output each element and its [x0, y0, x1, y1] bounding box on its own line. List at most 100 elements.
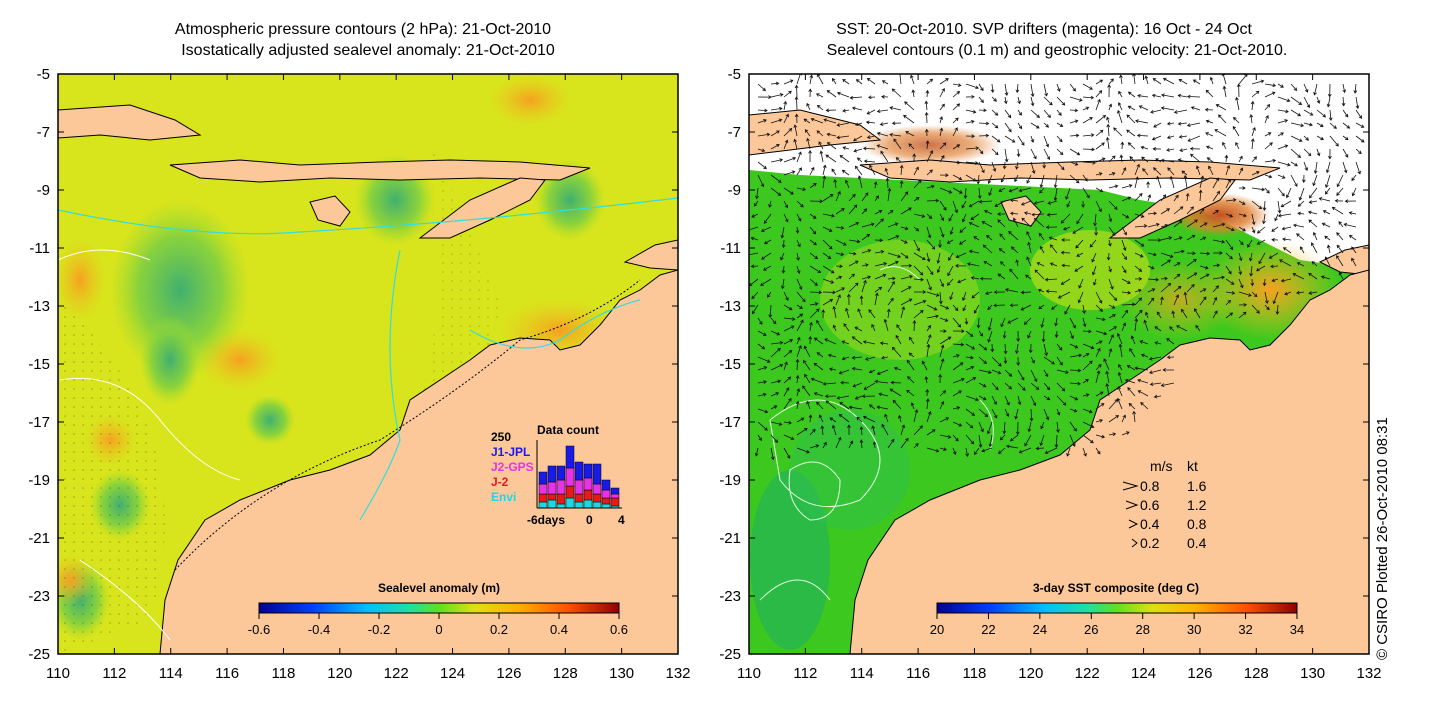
- velocity-arrow: [952, 200, 959, 214]
- velocity-arrow: [809, 308, 820, 319]
- velocity-arrow: [1053, 174, 1058, 189]
- velocity-arrow: [874, 195, 879, 202]
- velocity-arrow: [970, 276, 980, 280]
- velocity-arrow: [1151, 135, 1162, 141]
- velocity-arrow: [1018, 447, 1032, 454]
- velocity-arrow: [898, 414, 902, 423]
- velocity-arrow: [1121, 167, 1127, 176]
- velocity-arrow: [1282, 237, 1292, 242]
- velocity-arrow: [1056, 109, 1062, 116]
- velocity-arrow: [997, 219, 1006, 228]
- velocity-arrow: [783, 139, 789, 150]
- velocity-arrow: [890, 380, 902, 385]
- velocity-arrow: [1121, 196, 1132, 202]
- velocity-arrow: [1048, 236, 1058, 241]
- velocity-arrow: [947, 265, 954, 277]
- right-colorbar-ramp: [936, 602, 1298, 614]
- velocity-arrow: [978, 421, 984, 433]
- velocity-arrow: [991, 382, 999, 391]
- velocity-arrow: [1069, 317, 1076, 329]
- velocity-arrow: [1127, 387, 1136, 397]
- right-lon-tick-label: 132: [1356, 665, 1381, 682]
- velocity-arrow: [952, 390, 962, 397]
- left-anomaly-low-west: [110, 200, 250, 380]
- velocity-arrow: [874, 273, 887, 280]
- velocity-arrow: [900, 191, 909, 202]
- velocity-arrow: [1121, 414, 1126, 423]
- velocity-arrow: [1256, 239, 1266, 245]
- velocity-arrow: [965, 134, 976, 139]
- velocity-arrow: [1147, 297, 1155, 306]
- velocity-arrow: [1183, 174, 1188, 189]
- velocity-arrow: [847, 424, 851, 436]
- velocity-arrow: [1303, 109, 1314, 116]
- velocity-arrow: [1212, 177, 1220, 189]
- velocity-arrow: [1205, 89, 1214, 98]
- velocity-arrow: [965, 94, 975, 99]
- velocity-arrow: [815, 93, 824, 98]
- velocity-arrow: [900, 274, 913, 280]
- velocity-arrow: [1270, 264, 1279, 269]
- data-count-bar-segment: [547, 493, 557, 501]
- velocity-arrow: [1121, 322, 1127, 332]
- velocity-arrow: [1043, 395, 1051, 401]
- velocity-arrow: [1147, 265, 1155, 270]
- velocity-arrow: [1039, 245, 1045, 254]
- velocity-arrow: [1277, 96, 1291, 103]
- right-lat-tick-label: -13: [719, 298, 741, 315]
- velocity-arrow: [855, 79, 863, 85]
- velocity-arrow: [1298, 187, 1305, 201]
- velocity-arrow: [1264, 142, 1273, 150]
- velocity-arrow: [861, 263, 869, 267]
- data-count-bar-segment: [556, 503, 566, 509]
- velocity-arrow: [770, 317, 777, 325]
- velocity-arrow: [1160, 208, 1171, 215]
- velocity-arrow: [1251, 226, 1256, 234]
- velocity-arrow: [816, 130, 824, 137]
- velocity-arrow: [999, 434, 1006, 441]
- velocity-arrow: [925, 398, 930, 410]
- velocity-arrow: [1225, 312, 1234, 319]
- data-count-bar-segment: [574, 501, 584, 509]
- velocity-arrow: [809, 428, 816, 436]
- velocity-arrow: [1264, 104, 1271, 111]
- data-count-bar-segment: [565, 467, 575, 487]
- velocity-arrow: [1296, 233, 1305, 241]
- velocity-arrow: [1134, 297, 1143, 306]
- velocity-arrow: [1150, 109, 1162, 114]
- velocity-arrow: [976, 317, 981, 329]
- velocity-arrow: [1308, 200, 1318, 204]
- velocity-arrow: [1212, 210, 1219, 215]
- velocity-arrow: [808, 149, 812, 163]
- velocity-arrow: [1134, 317, 1139, 332]
- velocity-arrow: [910, 402, 915, 410]
- velocity-arrow: [770, 363, 784, 371]
- velocity-arrow: [871, 323, 876, 332]
- velocity-arrow: [939, 213, 945, 222]
- velocity-arrow: [862, 415, 876, 423]
- velocity-arrow: [1171, 310, 1176, 319]
- left-island-java: [58, 104, 202, 141]
- left-title-line2: Isostatically adjusted sealevel anomaly:…: [181, 42, 555, 59]
- velocity-arrow: [978, 356, 987, 365]
- velocity-arrow: [1147, 211, 1158, 216]
- right-colorbar: 3-day SST composite (deg C) 20 22 24 26 28 30…: [930, 581, 1304, 637]
- left-lon-tick-label: 130: [609, 665, 634, 682]
- velocity-arrow: [1056, 135, 1063, 143]
- left-lat-tick-label: -5: [37, 66, 50, 83]
- velocity-arrow: [1185, 192, 1190, 202]
- velocity-arrow: [1108, 415, 1120, 423]
- velocity-arrow: [760, 278, 772, 286]
- left-lon-tick-label: 124: [440, 665, 465, 682]
- velocity-arrow: [810, 117, 824, 124]
- mission-label: J-2: [491, 475, 509, 489]
- velocity-arrow: [1290, 135, 1303, 142]
- velocity-arrow: [887, 276, 896, 281]
- velocity-arrow: [783, 187, 794, 195]
- velocity-arrow: [957, 278, 967, 284]
- velocity-arrow: [913, 290, 927, 294]
- velocity-arrow: [1313, 161, 1318, 174]
- velocity-arrow: [1173, 273, 1181, 280]
- velocity-arrow: [1124, 378, 1136, 384]
